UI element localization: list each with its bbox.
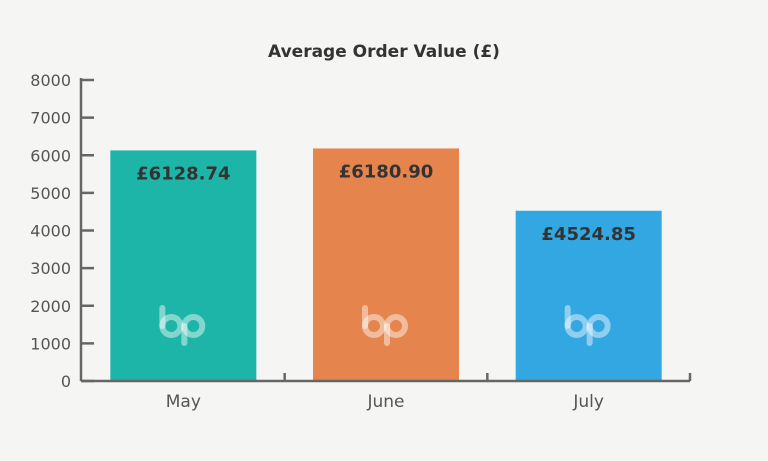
y-tick-label: 1000: [30, 334, 71, 353]
data-label: £4524.85: [541, 224, 636, 245]
bp-logo-icon: [159, 305, 206, 346]
x-tick-label: July: [572, 392, 604, 412]
y-tick-label: 7000: [30, 109, 71, 128]
y-tick-label: 6000: [30, 146, 71, 165]
bars: £6128.74 £6180.90 £4524.85: [110, 148, 662, 381]
data-label: £6128.74: [136, 163, 231, 184]
bp-logo-icon: [564, 305, 611, 346]
y-axis: 0 1000 2000 3000 4000 5000 6000 7000 8000: [30, 71, 94, 391]
data-label: £6180.90: [339, 161, 434, 182]
bar-june: [313, 148, 459, 381]
bp-logo-icon: [362, 305, 408, 346]
axes: [79, 78, 692, 383]
y-tick-label: 4000: [30, 222, 71, 241]
y-tick-label: 0: [61, 372, 71, 391]
bar-may: [110, 150, 257, 381]
x-tick-label: June: [366, 392, 404, 412]
bar-july: [515, 210, 662, 381]
y-tick-label: 2000: [30, 297, 71, 316]
y-tick-label: 5000: [30, 184, 71, 203]
chart-title: Average Order Value (£): [268, 42, 500, 62]
y-tick-label: 3000: [30, 259, 71, 278]
x-tick-label: May: [166, 392, 201, 412]
x-axis: May June July: [166, 392, 604, 412]
y-tick-label: 8000: [30, 71, 71, 90]
